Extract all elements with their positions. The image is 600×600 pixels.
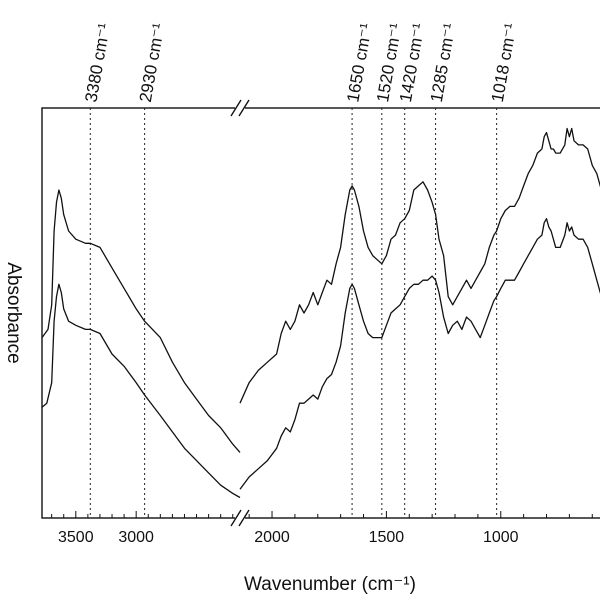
axis-break-mark: [238, 99, 250, 117]
reference-label: 2930 cm⁻¹: [136, 21, 169, 103]
axis-break-gap: [235, 105, 245, 111]
y-axis-label: Absorbance: [3, 262, 24, 363]
spectrum-line: [239, 127, 600, 404]
spectrum-line: [41, 189, 241, 453]
reference-lines: [89, 108, 498, 518]
reference-label: 1650 cm⁻¹: [343, 21, 376, 103]
x-tick-label: 1000: [483, 529, 519, 546]
axis-break-marks: [230, 99, 250, 527]
x-tick-label: 2000: [254, 529, 290, 546]
x-ticks: [51, 511, 593, 518]
x-tick-label: 3500: [58, 529, 94, 546]
reference-label: 1285 cm⁻¹: [427, 21, 460, 103]
axis-break-mark: [230, 99, 242, 117]
x-axis-label: Wavenumber (cm⁻¹): [244, 574, 416, 595]
axis-break-mark: [230, 509, 242, 527]
axis-break-gap: [235, 515, 245, 521]
x-tick-label: 3000: [118, 529, 154, 546]
reference-label: 1018 cm⁻¹: [488, 21, 521, 103]
x-tick-labels: 35003000200015001000500: [58, 529, 519, 546]
axis-break-mark: [238, 509, 250, 527]
reference-label: 3380 cm⁻¹: [82, 21, 115, 103]
spectrum-line: [239, 218, 600, 490]
x-tick-label: 1500: [369, 529, 405, 546]
series-layer: [41, 127, 600, 499]
spectrum-line: [41, 283, 241, 499]
plot-frame: [41, 107, 600, 519]
